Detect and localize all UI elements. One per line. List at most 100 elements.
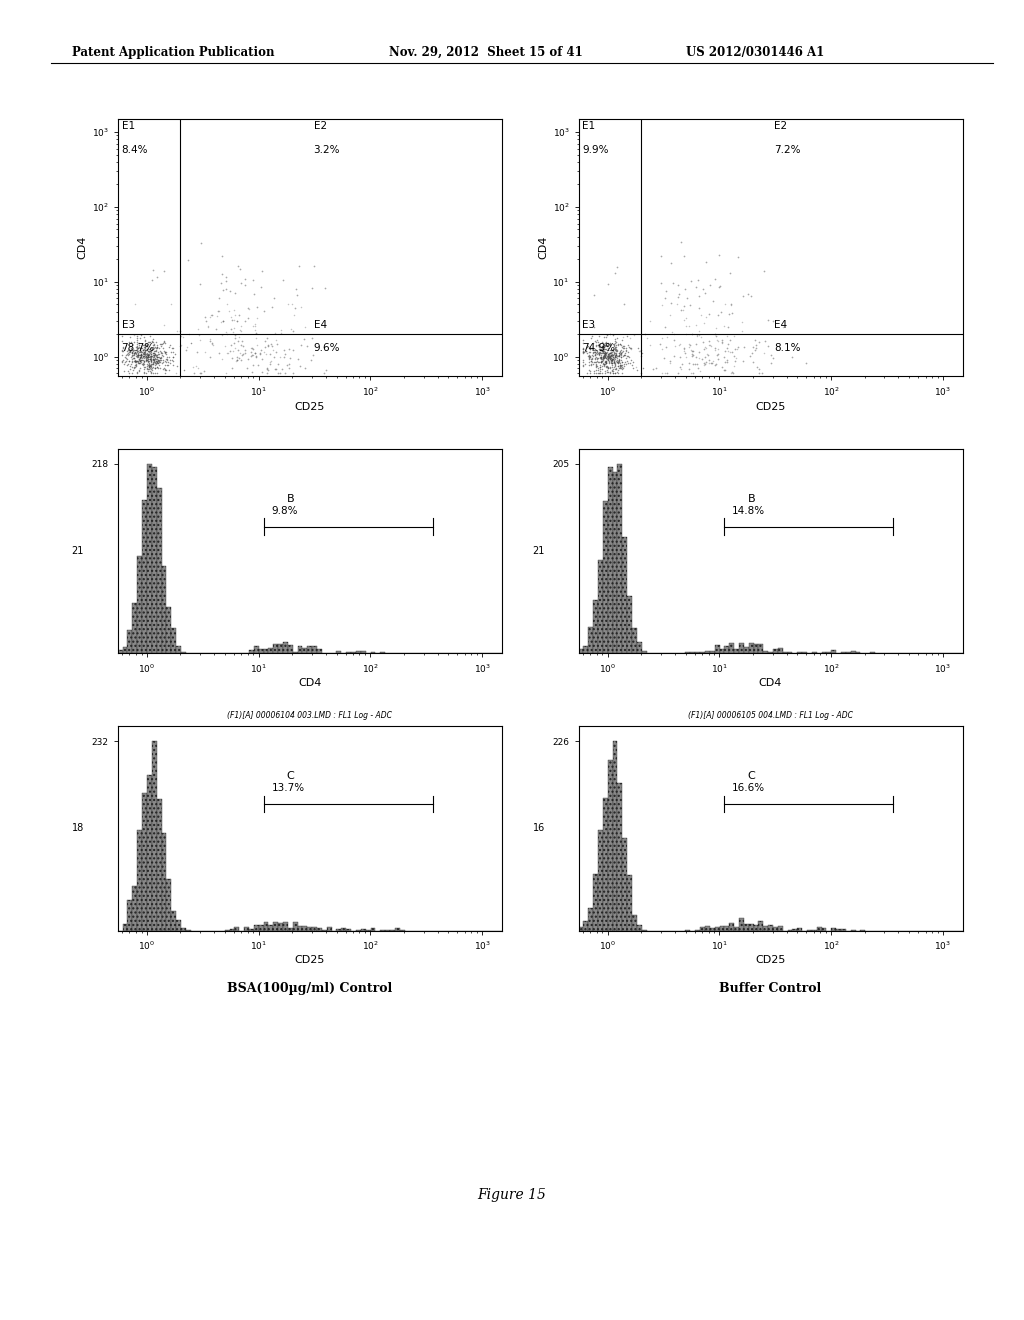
Point <box>695 339 712 360</box>
Point <box>132 342 148 363</box>
Point <box>593 339 609 360</box>
Bar <box>137 556 142 653</box>
Point <box>131 350 147 371</box>
Point <box>625 354 641 375</box>
Point <box>588 343 604 364</box>
Point <box>601 345 617 366</box>
Bar <box>132 886 137 931</box>
Point <box>232 319 249 341</box>
Point <box>228 350 245 371</box>
Point <box>151 352 167 374</box>
Bar <box>612 473 617 653</box>
Point <box>151 352 167 374</box>
Point <box>670 363 686 384</box>
Point <box>589 329 605 350</box>
Point <box>228 310 245 331</box>
Point <box>226 327 243 348</box>
Point <box>717 360 733 381</box>
Point <box>165 342 181 363</box>
Point <box>245 354 261 375</box>
Point <box>127 294 143 315</box>
Point <box>757 260 773 281</box>
Point <box>610 351 627 372</box>
Point <box>597 334 613 355</box>
Point <box>749 356 765 378</box>
Point <box>250 355 266 376</box>
Bar <box>763 651 768 653</box>
Point <box>135 363 152 384</box>
Point <box>144 356 161 378</box>
Point <box>266 288 283 309</box>
Point <box>305 256 322 277</box>
Point <box>139 354 156 375</box>
Point <box>591 343 607 364</box>
Point <box>143 331 160 352</box>
Point <box>581 354 597 375</box>
Bar <box>831 649 837 653</box>
Point <box>603 345 620 366</box>
Point <box>141 348 158 370</box>
Text: (F1)[A] 00006104 003.LMD : FL1 Log - ADC: (F1)[A] 00006104 003.LMD : FL1 Log - ADC <box>227 710 392 719</box>
Point <box>130 337 146 358</box>
Point <box>146 343 163 364</box>
Point <box>227 305 244 326</box>
Point <box>124 341 140 362</box>
Point <box>612 355 629 376</box>
Point <box>267 358 284 379</box>
Bar <box>307 647 312 653</box>
Point <box>603 347 620 368</box>
Point <box>150 358 166 379</box>
Bar <box>710 928 715 931</box>
Point <box>146 355 163 376</box>
Bar <box>720 925 724 931</box>
Bar <box>627 597 632 653</box>
Point <box>126 347 142 368</box>
Point <box>275 346 292 367</box>
Point <box>214 264 230 285</box>
Point <box>148 338 165 359</box>
Point <box>603 350 620 371</box>
Point <box>148 337 165 358</box>
Point <box>596 337 612 358</box>
Point <box>612 356 629 378</box>
Point <box>682 335 698 356</box>
Point <box>613 354 630 375</box>
Point <box>147 345 164 366</box>
Point <box>593 351 609 372</box>
Point <box>222 341 239 362</box>
Point <box>622 327 638 348</box>
Point <box>137 347 154 368</box>
Point <box>130 338 146 359</box>
Point <box>613 335 630 356</box>
Point <box>138 346 155 367</box>
Point <box>219 294 236 315</box>
Point <box>234 345 251 366</box>
Point <box>697 306 714 327</box>
Point <box>116 354 132 375</box>
Point <box>152 338 168 359</box>
Bar <box>371 928 376 931</box>
Point <box>142 351 159 372</box>
Point <box>266 347 283 368</box>
Point <box>254 348 270 370</box>
Point <box>191 363 208 384</box>
Point <box>726 355 742 376</box>
Point <box>258 358 274 379</box>
Point <box>603 351 620 372</box>
Point <box>596 356 612 378</box>
Point <box>729 338 745 359</box>
Point <box>701 334 718 355</box>
Point <box>145 335 162 356</box>
Point <box>136 350 153 371</box>
Bar <box>743 924 749 931</box>
Point <box>202 347 218 368</box>
Point <box>662 305 678 326</box>
Point <box>131 334 147 355</box>
Point <box>714 356 730 378</box>
Point <box>142 363 159 384</box>
Point <box>617 339 634 360</box>
Point <box>615 337 632 358</box>
Bar <box>637 643 642 653</box>
Point <box>614 352 631 374</box>
Point <box>691 342 708 363</box>
